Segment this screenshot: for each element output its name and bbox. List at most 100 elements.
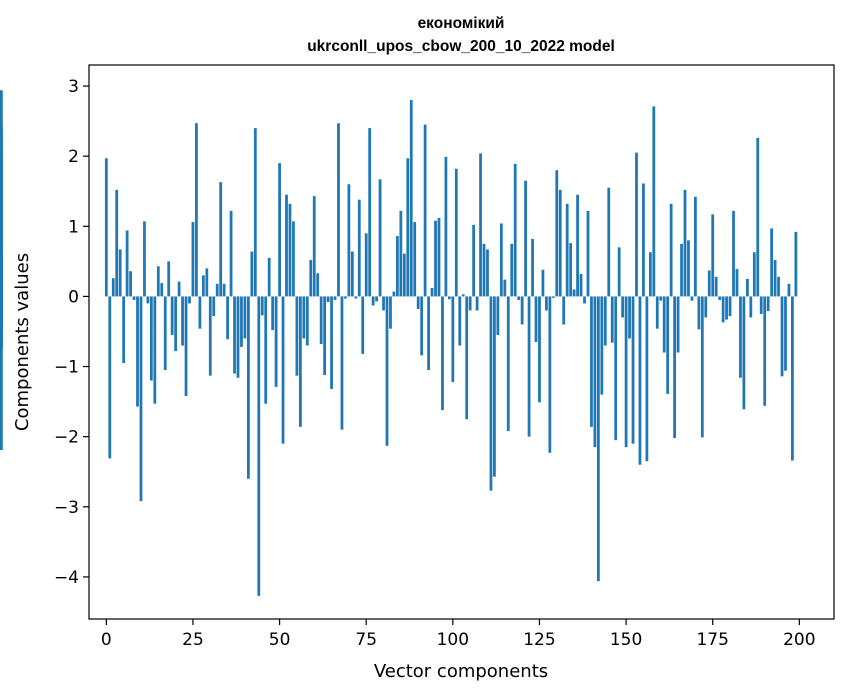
x-tick-label: 150 xyxy=(610,630,642,650)
bar-64 xyxy=(326,296,330,303)
bar-15 xyxy=(156,266,160,297)
bar-154 xyxy=(638,296,642,465)
bar-189 xyxy=(759,296,763,314)
bar-156 xyxy=(645,296,649,462)
bar-198 xyxy=(791,296,794,461)
bar-41 xyxy=(247,296,250,479)
bar-82 xyxy=(389,296,392,329)
x-tick-label: 100 xyxy=(437,630,469,650)
bar-17 xyxy=(163,296,167,371)
bar-109 xyxy=(482,243,486,297)
bar-145 xyxy=(607,187,611,297)
bar-113 xyxy=(496,296,500,335)
bar-197 xyxy=(787,283,791,297)
y-axis-label: Components values xyxy=(12,253,33,431)
bar-144 xyxy=(603,296,607,346)
bar-39 xyxy=(240,296,243,347)
bar-44 xyxy=(257,296,261,596)
bar-171 xyxy=(697,296,701,330)
bar-187 xyxy=(752,252,756,297)
x-ticks: 0 25 50 75 100 125 150 175 200 xyxy=(101,619,816,650)
bar-1 xyxy=(108,296,112,459)
x-tick-label: 200 xyxy=(783,630,815,650)
bar-9 xyxy=(136,296,139,407)
bar-95 xyxy=(434,220,437,297)
bar-26 xyxy=(195,123,198,297)
bar-133 xyxy=(565,203,569,297)
bar-172 xyxy=(700,296,704,438)
bar-46 xyxy=(264,296,268,404)
bar-117 xyxy=(510,243,514,297)
bar-87 xyxy=(406,158,410,297)
bar-40 xyxy=(243,296,247,339)
bar-105 xyxy=(468,296,472,311)
bar-54 xyxy=(292,221,295,297)
bar-71 xyxy=(350,251,354,297)
bar-126 xyxy=(541,269,545,297)
bar-undefined xyxy=(0,296,3,450)
bar-135 xyxy=(572,289,576,297)
bar-79 xyxy=(378,179,382,297)
x-tick-label: 50 xyxy=(269,630,291,650)
bar-190 xyxy=(763,296,767,406)
y-tick-label: −3 xyxy=(54,498,79,518)
bar-155 xyxy=(642,183,645,297)
bar-122 xyxy=(527,296,531,437)
bar-125 xyxy=(538,296,541,403)
bar-undefined xyxy=(0,90,3,297)
x-tick-label: 0 xyxy=(101,630,112,650)
bar-100 xyxy=(451,296,455,382)
bar-99 xyxy=(447,296,451,300)
bar-160 xyxy=(659,296,663,301)
y-ticks: −4 −3 −2 −1 0 1 2 3 xyxy=(54,77,89,588)
bar-33 xyxy=(219,182,223,297)
bar-141 xyxy=(593,296,597,448)
bar-50 xyxy=(278,163,281,297)
bar-168 xyxy=(687,240,690,297)
bar-80 xyxy=(382,296,385,311)
bar-63 xyxy=(323,296,327,375)
bar-88 xyxy=(409,100,413,297)
bars-group xyxy=(0,90,798,596)
bar-23 xyxy=(184,296,188,396)
bar-140 xyxy=(590,296,593,427)
bar-195 xyxy=(780,296,784,377)
bar-194 xyxy=(777,276,780,297)
bar-70 xyxy=(347,184,351,297)
bar-94 xyxy=(430,288,434,297)
bar-101 xyxy=(454,168,458,297)
bar-181 xyxy=(732,210,735,297)
bar-136 xyxy=(576,194,579,297)
bar-158 xyxy=(652,106,656,297)
bar-102 xyxy=(458,296,462,346)
bar-185 xyxy=(745,278,749,297)
bar-47 xyxy=(267,257,271,297)
bar-36 xyxy=(229,210,233,297)
bar-159 xyxy=(655,296,659,329)
bar-0 xyxy=(104,158,108,297)
bar-7 xyxy=(129,271,132,297)
bar-93 xyxy=(427,296,430,371)
bar-167 xyxy=(683,189,687,297)
bar-65 xyxy=(330,296,333,389)
bar-157 xyxy=(648,252,652,297)
bar-193 xyxy=(773,259,777,297)
bar-92 xyxy=(423,124,427,297)
bar-42 xyxy=(250,251,254,297)
bar-170 xyxy=(694,196,697,297)
bar-18 xyxy=(167,261,171,297)
bar-5 xyxy=(122,296,126,364)
bar-49 xyxy=(274,296,278,387)
bar-74 xyxy=(361,296,365,354)
bar-28 xyxy=(201,275,205,297)
bar-19 xyxy=(170,296,174,335)
bar-62 xyxy=(319,296,323,345)
bar-139 xyxy=(586,210,590,297)
bar-6 xyxy=(125,230,129,297)
bar-68 xyxy=(340,296,344,430)
bar-162 xyxy=(666,296,670,394)
bar-83 xyxy=(392,291,396,297)
bar-12 xyxy=(146,296,150,304)
bar-37 xyxy=(233,296,236,374)
